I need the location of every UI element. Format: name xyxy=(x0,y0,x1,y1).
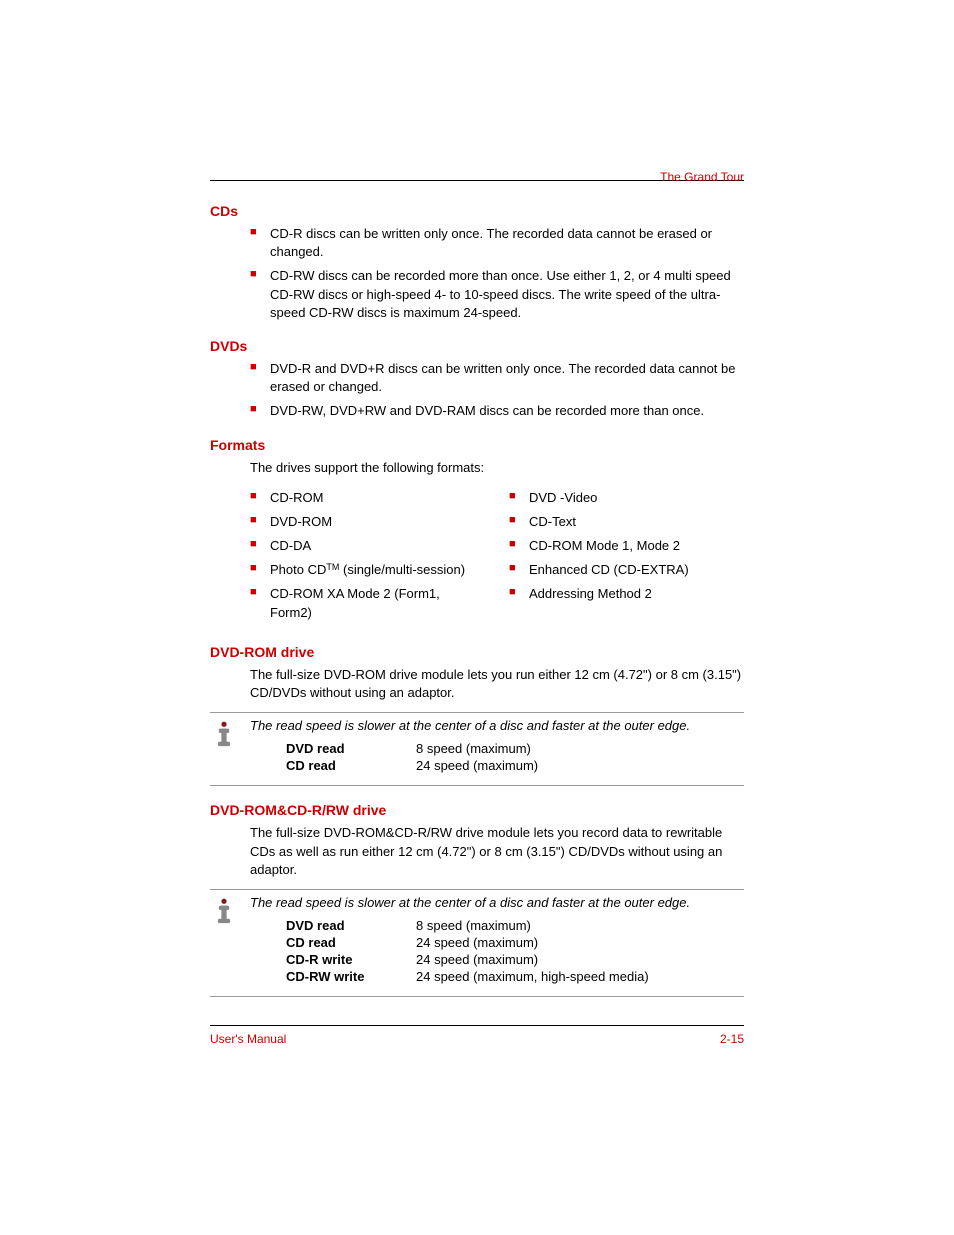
list-item: CD-ROM Mode 1, Mode 2 xyxy=(509,537,744,555)
formats-col2: DVD -Video CD-Text CD-ROM Mode 1, Mode 2… xyxy=(509,483,744,628)
heading-dvds: DVDs xyxy=(210,338,744,354)
note-content: The read speed is slower at the center o… xyxy=(250,894,744,986)
list-item: DVD -Video xyxy=(509,489,744,507)
list-item: DVD-RW, DVD+RW and DVD-RAM discs can be … xyxy=(250,402,744,420)
note-content: The read speed is slower at the center o… xyxy=(250,717,744,775)
list-item: CD-ROM XA Mode 2 (Form1, Form2) xyxy=(250,585,485,621)
spec-row: CD read 24 speed (maximum) xyxy=(286,758,744,773)
spec-label: DVD read xyxy=(286,741,416,756)
spec-label: CD-RW write xyxy=(286,969,416,984)
spec-row: CD read 24 speed (maximum) xyxy=(286,935,744,950)
page-footer: User's Manual 2-15 xyxy=(210,1025,744,1046)
spec-label: CD-R write xyxy=(286,952,416,967)
list-item: CD-ROM xyxy=(250,489,485,507)
spec-value: 8 speed (maximum) xyxy=(416,918,531,933)
spec-row: CD-R write 24 speed (maximum) xyxy=(286,952,744,967)
list-item: CD-RW discs can be recorded more than on… xyxy=(250,267,744,322)
list-item: Enhanced CD (CD-EXTRA) xyxy=(509,561,744,579)
formats-col1: CD-ROM DVD-ROM CD-DA Photo CDTM (single/… xyxy=(250,483,485,628)
note-box-dvdromcdr: The read speed is slower at the center o… xyxy=(210,889,744,997)
formats-intro: The drives support the following formats… xyxy=(250,459,744,477)
spec-value: 24 speed (maximum) xyxy=(416,952,538,967)
spec-label: CD read xyxy=(286,758,416,773)
note-text: The read speed is slower at the center o… xyxy=(250,717,744,735)
spec-table-dvdrom: DVD read 8 speed (maximum) CD read 24 sp… xyxy=(286,741,744,773)
dvdromcdr-body: The full-size DVD-ROM&CD-R/RW drive modu… xyxy=(250,824,744,879)
spec-value: 8 speed (maximum) xyxy=(416,741,531,756)
info-icon xyxy=(210,896,238,924)
spec-row: DVD read 8 speed (maximum) xyxy=(286,918,744,933)
heading-dvdrom: DVD-ROM drive xyxy=(210,644,744,660)
spec-value: 24 speed (maximum) xyxy=(416,758,538,773)
note-box-dvdrom: The read speed is slower at the center o… xyxy=(210,712,744,786)
header-section-title: The Grand Tour xyxy=(660,170,744,184)
heading-formats: Formats xyxy=(210,437,744,453)
spec-row: CD-RW write 24 speed (maximum, high-spee… xyxy=(286,969,744,984)
spec-value: 24 speed (maximum, high-speed media) xyxy=(416,969,649,984)
list-item: CD-R discs can be written only once. The… xyxy=(250,225,744,261)
list-item: CD-Text xyxy=(509,513,744,531)
list-item: DVD-ROM xyxy=(250,513,485,531)
cds-list: CD-R discs can be written only once. The… xyxy=(250,225,744,322)
list-item: CD-DA xyxy=(250,537,485,555)
spec-row: DVD read 8 speed (maximum) xyxy=(286,741,744,756)
footer-manual: User's Manual xyxy=(210,1032,286,1046)
list-item: Photo CDTM (single/multi-session) xyxy=(250,561,485,579)
heading-cds: CDs xyxy=(210,203,744,219)
dvdrom-body: The full-size DVD-ROM drive module lets … xyxy=(250,666,744,702)
spec-value: 24 speed (maximum) xyxy=(416,935,538,950)
spec-label: CD read xyxy=(286,935,416,950)
spec-table-dvdromcdr: DVD read 8 speed (maximum) CD read 24 sp… xyxy=(286,918,744,984)
heading-dvdromcdr: DVD-ROM&CD-R/RW drive xyxy=(210,802,744,818)
list-item: Addressing Method 2 xyxy=(509,585,744,603)
dvds-list: DVD-R and DVD+R discs can be written onl… xyxy=(250,360,744,421)
spec-label: DVD read xyxy=(286,918,416,933)
formats-columns: CD-ROM DVD-ROM CD-DA Photo CDTM (single/… xyxy=(250,483,744,628)
note-text: The read speed is slower at the center o… xyxy=(250,894,744,912)
list-item-text: Photo CDTM (single/multi-session) xyxy=(270,562,465,577)
footer-page-number: 2-15 xyxy=(720,1032,744,1046)
list-item: DVD-R and DVD+R discs can be written onl… xyxy=(250,360,744,396)
info-icon xyxy=(210,719,238,747)
